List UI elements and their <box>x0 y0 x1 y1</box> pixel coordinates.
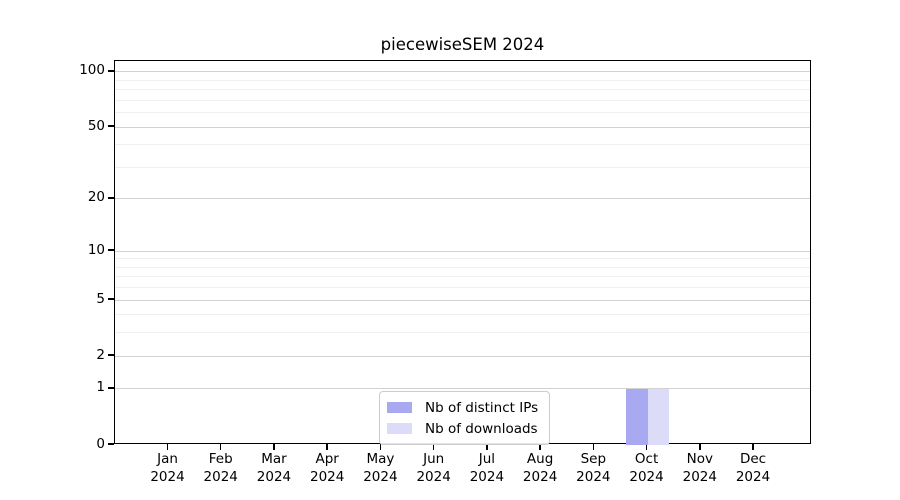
gridline-minor <box>115 258 810 260</box>
x-tick-label: Jun 2024 <box>402 451 466 486</box>
gridline-major <box>115 126 810 128</box>
x-tick <box>699 444 701 450</box>
x-tick-label-line: 2024 <box>310 468 345 485</box>
x-tick-label: May 2024 <box>348 451 412 486</box>
gridline-major <box>115 388 810 390</box>
x-tick-label-line: Jul <box>478 451 496 467</box>
gridline-minor <box>115 99 810 101</box>
plot-area: Nb of distinct IPs Nb of downloads <box>114 60 811 445</box>
y-tick <box>108 387 114 389</box>
y-tick <box>108 354 114 356</box>
y-tick-label: 20 <box>87 189 105 206</box>
x-tick-label-line: 2024 <box>522 468 558 485</box>
y-tick <box>108 197 114 199</box>
y-tick <box>108 298 114 300</box>
legend-row: Nb of distinct IPs <box>387 397 538 418</box>
x-tick <box>326 444 328 450</box>
x-tick <box>432 444 435 450</box>
x-tick-label-line: 2024 <box>150 468 185 485</box>
x-tick <box>379 444 382 450</box>
x-tick <box>752 444 754 450</box>
x-tick <box>645 444 648 450</box>
legend: Nb of distinct IPs Nb of downloads <box>379 391 551 445</box>
y-tick-label: 1 <box>96 379 105 396</box>
gridline-minor <box>115 144 810 146</box>
x-tick-label-line: Apr <box>315 451 339 467</box>
gridline-major <box>115 355 810 357</box>
x-tick-label-line: May <box>366 451 395 467</box>
gridline-minor <box>115 332 810 334</box>
legend-label: Nb of distinct IPs <box>425 399 539 416</box>
gridline-major <box>115 299 810 301</box>
x-tick-label-line: Oct <box>634 451 659 467</box>
x-tick <box>486 444 488 450</box>
y-tick <box>108 125 114 127</box>
x-tick-label-line: Nov <box>686 451 713 467</box>
x-tick-label-line: 2024 <box>416 468 451 485</box>
x-tick-label-line: 2024 <box>576 468 611 485</box>
y-tick-label: 50 <box>87 117 105 134</box>
x-tick <box>539 444 541 450</box>
gridline-minor <box>115 166 810 168</box>
x-tick-label-line: 2024 <box>629 468 664 485</box>
y-tick-label: 0 <box>96 435 105 452</box>
x-tick <box>166 444 169 450</box>
gridline-minor <box>115 287 810 289</box>
y-tick-label: 5 <box>96 290 105 307</box>
bar-nb-of-distinct-ips <box>626 388 648 445</box>
gridline-major <box>115 250 810 252</box>
y-tick-label: 2 <box>96 346 105 363</box>
x-tick-label: Nov 2024 <box>668 451 732 486</box>
x-tick-label: Dec 2024 <box>721 451 785 486</box>
x-tick-label-line: 2024 <box>469 468 505 485</box>
gridline-major <box>115 71 810 73</box>
x-tick-label: Oct 2024 <box>615 451 679 486</box>
gridline-minor <box>115 266 810 268</box>
x-tick-label: Apr 2024 <box>295 451 359 486</box>
chart-title: piecewiseSEM 2024 <box>380 35 545 54</box>
gridline-minor <box>115 276 810 278</box>
gridline-minor <box>115 314 810 316</box>
x-tick-label-line: 2024 <box>682 468 717 485</box>
x-tick-label-line: Sep <box>580 451 607 467</box>
x-tick-label: Jan 2024 <box>136 451 200 486</box>
x-tick-label-line: Aug <box>526 451 554 467</box>
legend-swatch-icon <box>387 402 412 413</box>
x-tick-label-line: Jan <box>157 451 178 467</box>
x-tick-label-line: 2024 <box>203 468 238 485</box>
x-tick-label: Sep 2024 <box>561 451 625 486</box>
y-tick-label: 10 <box>87 241 105 258</box>
x-tick-label-line: 2024 <box>735 468 771 485</box>
x-tick <box>273 444 275 450</box>
legend-swatch-icon <box>387 423 412 434</box>
gridline-major <box>115 198 810 200</box>
x-tick-label: Mar 2024 <box>242 451 306 486</box>
y-tick <box>108 443 114 445</box>
x-tick <box>219 444 222 450</box>
y-tick <box>108 249 114 251</box>
x-tick-label: Feb 2024 <box>189 451 253 486</box>
x-tick-label-line: 2024 <box>363 468 398 485</box>
gridline-minor <box>115 112 810 114</box>
x-tick-label: Jul 2024 <box>455 451 519 486</box>
y-tick-label: 100 <box>79 62 105 79</box>
x-tick-label-line: 2024 <box>256 468 292 485</box>
x-tick-label: Aug 2024 <box>508 451 572 486</box>
y-tick <box>108 70 114 72</box>
x-tick-label-line: Dec <box>739 451 767 467</box>
x-tick-label-line: Jun <box>423 451 445 467</box>
x-tick-label-line: Mar <box>261 451 287 467</box>
x-tick-label-line: Feb <box>208 451 233 467</box>
legend-label: Nb of downloads <box>425 420 538 437</box>
gridline-minor <box>115 89 810 91</box>
bar-nb-of-downloads <box>647 388 669 445</box>
x-tick <box>592 444 595 450</box>
legend-row: Nb of downloads <box>387 418 538 439</box>
gridline-minor <box>115 79 810 81</box>
